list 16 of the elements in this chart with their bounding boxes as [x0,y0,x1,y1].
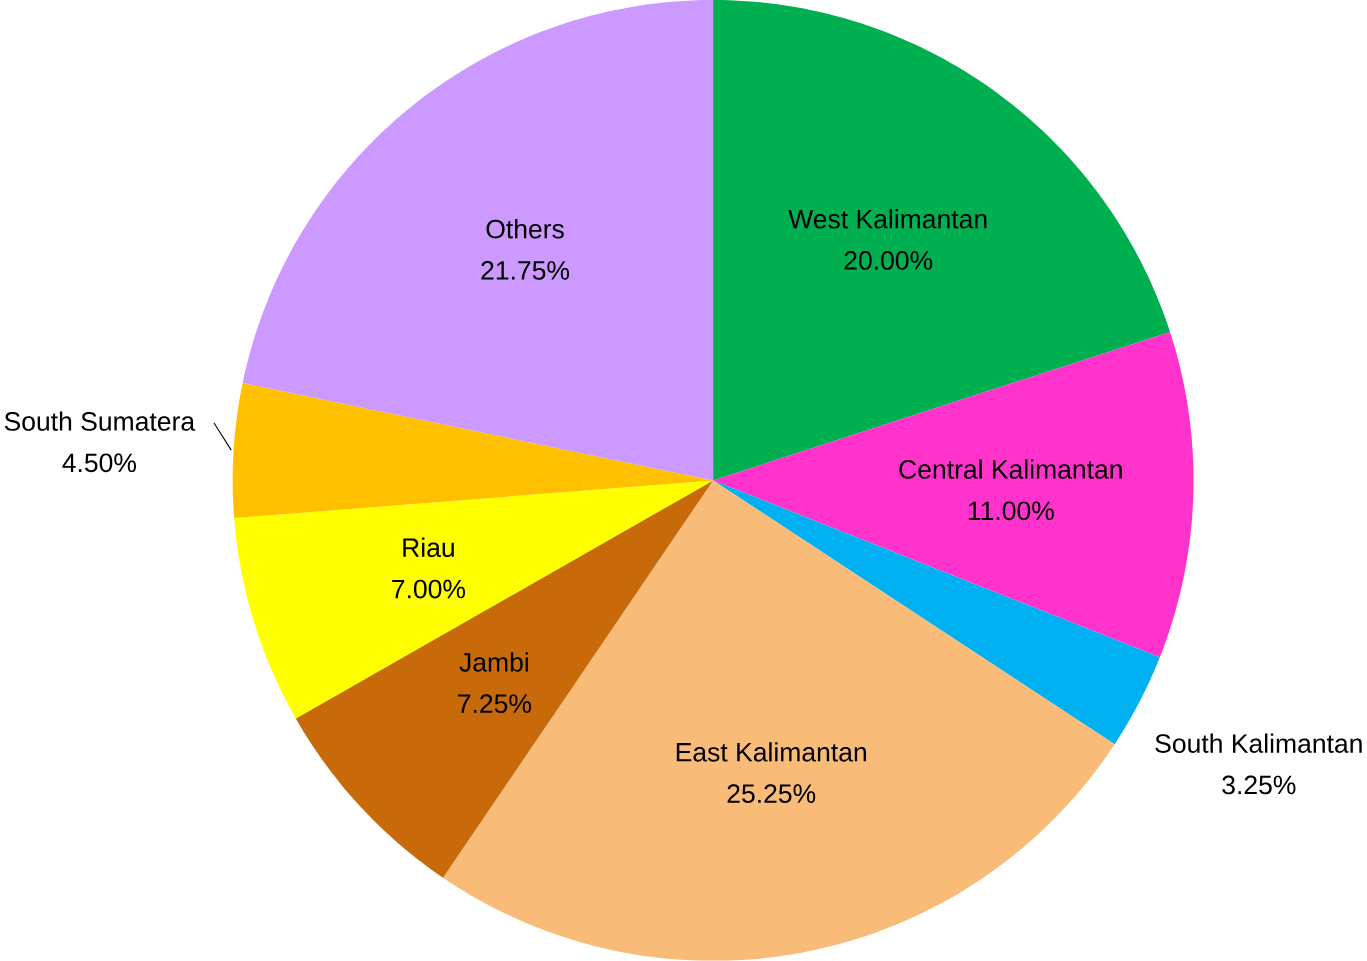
slice-label: Jambi [459,652,528,672]
data-label: 7.00% [392,579,466,599]
data-label: 4.50% [62,453,136,473]
data-label: 3.25% [1222,775,1296,795]
data-label: 21.75% [481,261,570,280]
slice-label: Others [486,219,564,239]
slice-label: East Kalimantan [676,742,866,762]
slice-label: Riau [403,537,454,558]
slice-label: South Kalimantan [1155,733,1362,754]
slice-label: Central Kalimantan [899,459,1122,479]
slice-label: West Kalimantan [788,209,987,229]
slice-label: South Sumatera [4,411,196,431]
data-label: 25.25% [727,784,816,804]
data-label: 7.25% [458,694,532,714]
data-label: 20.00% [844,251,933,270]
data-label: 11.00% [968,501,1054,521]
